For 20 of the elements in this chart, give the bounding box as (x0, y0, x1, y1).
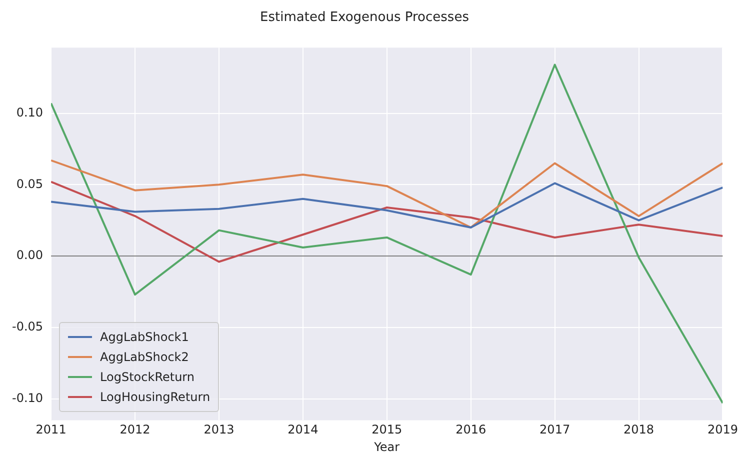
legend-label: LogHousingReturn (100, 390, 210, 404)
y-tick-label: -0.10 (12, 390, 44, 405)
x-tick-label: 2017 (540, 422, 570, 437)
chart-title: Estimated Exogenous Processes (260, 10, 470, 26)
x-tick-label: 2012 (120, 422, 150, 437)
x-tick-label: 2019 (707, 422, 738, 437)
x-tick-label: 2015 (372, 422, 402, 437)
y-tick-label: -0.05 (12, 320, 44, 334)
y-tick-label: 0.10 (16, 105, 44, 120)
x-tick-label: 2013 (204, 422, 234, 437)
x-tick-label: 2016 (456, 422, 486, 437)
y-tick-label: 0.00 (16, 248, 44, 262)
legend-label: LogStockReturn (100, 370, 195, 384)
x-axis-title: Year (373, 440, 400, 454)
x-tick-label: 2014 (288, 422, 318, 437)
x-tick-label: 2018 (623, 422, 654, 437)
x-tick-label: 2011 (36, 422, 66, 437)
legend-label: AggLabShock2 (100, 350, 189, 364)
legend-label: AggLabShock1 (100, 330, 189, 344)
y-tick-label: 0.05 (16, 176, 44, 191)
